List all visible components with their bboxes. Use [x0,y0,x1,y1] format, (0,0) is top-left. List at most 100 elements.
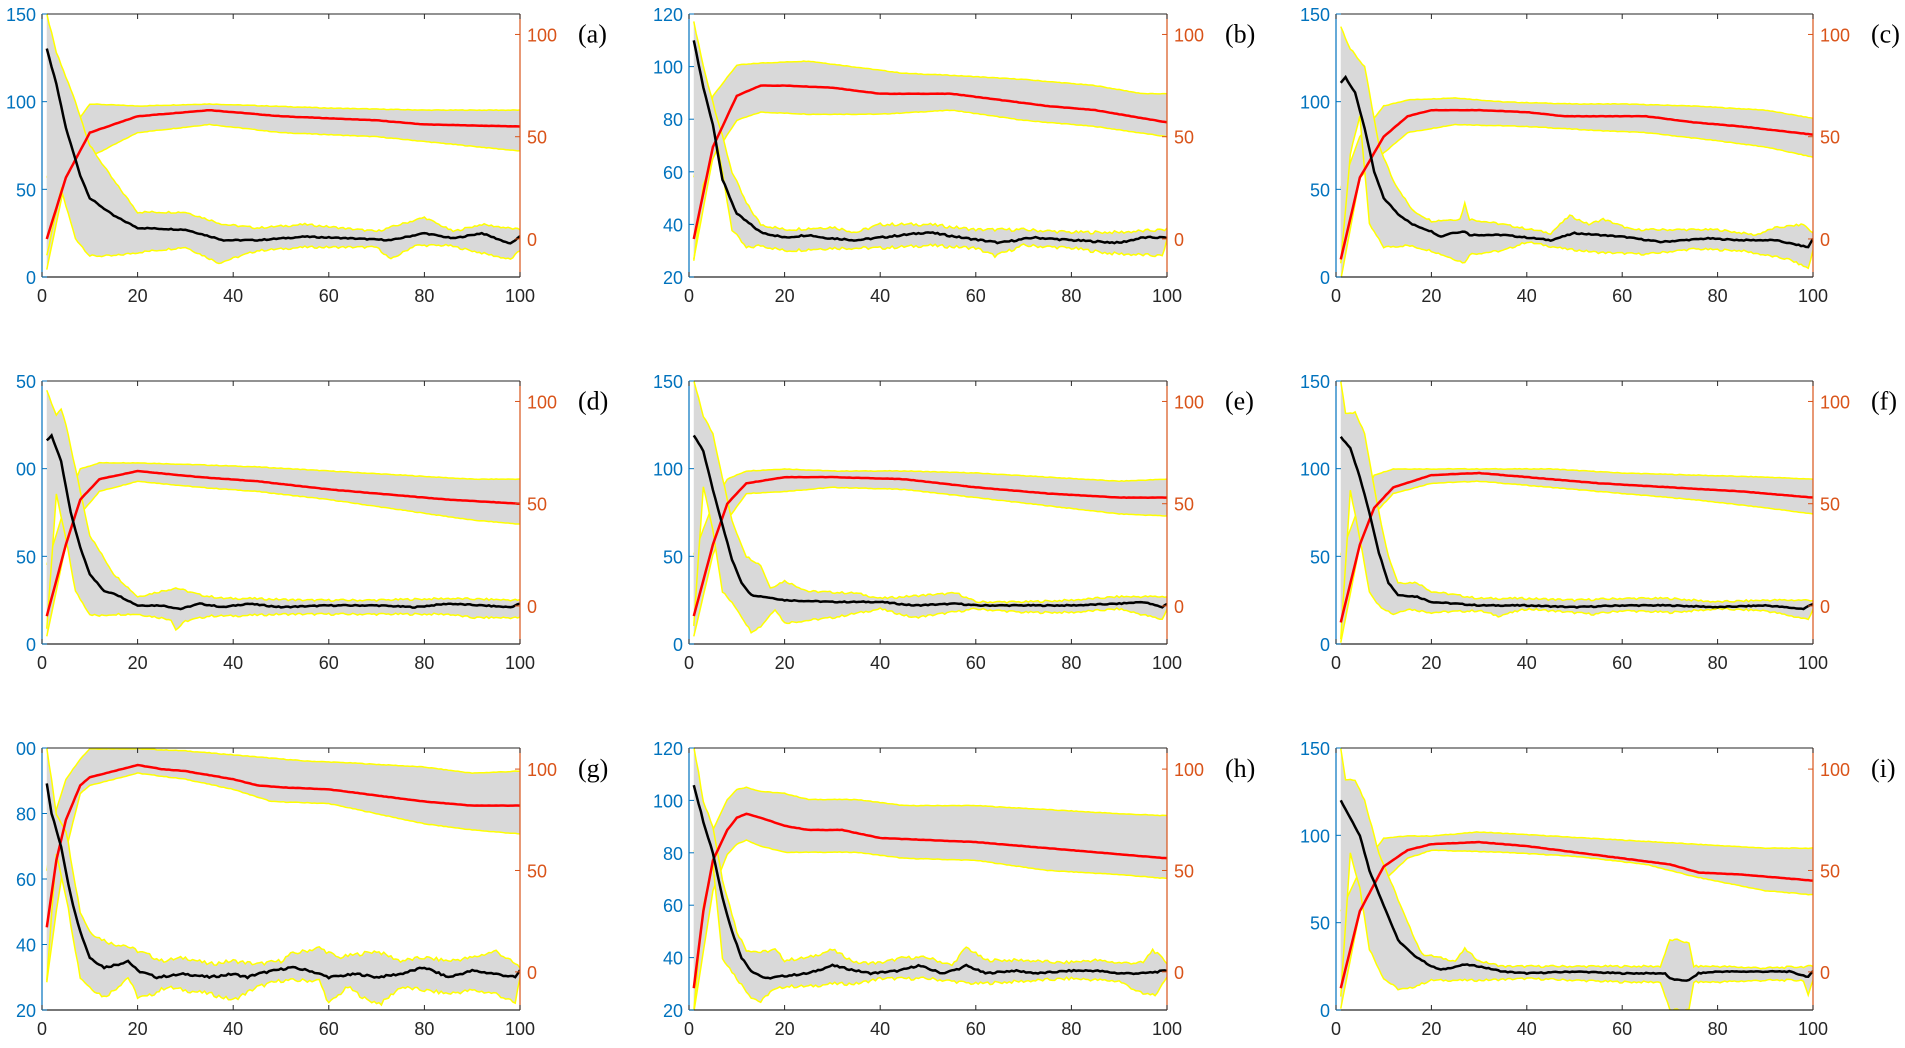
panel-label: (i) [1871,754,1896,783]
red-upper-line [1340,467,1813,555]
x-tick-label: 20 [775,286,795,306]
left-y-tick-label: 50 [663,547,683,567]
red-mean-line [45,108,520,240]
black-mean-line [692,40,1167,245]
left-y-tick-label: 100 [1300,826,1330,846]
right-y-tick-label: 50 [1174,128,1194,148]
subplot-f: 0 20 40 60 80 100 0 50 100 150 0 50 100 (f) [1300,372,1897,673]
x-tick-label: 20 [775,1019,795,1039]
left-y-tick-label: 40 [663,949,683,969]
left-y-tick-label: 60 [663,896,683,916]
x-tick-label: 80 [414,286,434,306]
right-y-tick-label: 100 [1820,760,1850,780]
x-tick-label: 20 [1421,653,1441,673]
x-tick-label: 80 [1061,1019,1081,1039]
right-y-tick-label: 0 [1820,597,1830,617]
left-y-tick-label: 100 [6,93,36,113]
x-tick-label: 80 [1708,653,1728,673]
red-mean-line [45,763,520,928]
right-y-tick-label: 100 [1174,392,1204,412]
subplot-e: 0 20 40 60 80 100 0 50 100 150 0 50 100 (e) [653,372,1254,673]
plot-area [45,748,520,1007]
right-y-tick-label: 50 [1174,495,1194,515]
panel-label: (b) [1225,19,1255,48]
black-mean-line [1339,799,1813,982]
right-y-tick-label: 50 [1820,495,1840,515]
x-tick-label: 80 [1061,286,1081,306]
x-tick-label: 20 [128,653,148,673]
red-upper-line [693,468,1167,555]
x-tick-label: 20 [128,286,148,306]
black-lower-line [46,186,520,265]
x-tick-label: 60 [319,653,339,673]
left-y-tick-label: 100 [1300,460,1330,480]
black-band [693,21,1167,261]
x-tick-label: 0 [37,653,47,673]
red-mean-line [1339,840,1813,989]
x-tick-label: 40 [1517,1019,1537,1039]
left-y-tick-label: 40 [663,215,683,235]
left-y-tick-label: 0 [1320,635,1330,655]
red-mean-line [45,469,520,617]
panel-label: (f) [1871,386,1897,415]
x-tick-label: 40 [223,653,243,673]
plot-area [1339,381,1813,643]
x-tick-label: 0 [1331,653,1341,673]
left-y-tick-label: 100 [653,460,683,480]
right-y-tick-label: 100 [527,760,557,780]
subplot-a: 0 20 40 60 80 100 0 50 100 150 0 50 100 (a) [6,5,607,306]
red-lower-line [46,123,520,270]
x-tick-label: 0 [37,286,47,306]
x-tick-label: 60 [1612,653,1632,673]
x-tick-label: 100 [1152,286,1182,306]
plot-area [692,21,1167,261]
red-upper-line [46,748,520,871]
left-y-tick-label: 100 [1300,93,1330,113]
left-y-tick-label: 50 [16,372,36,392]
black-upper-line [46,14,520,233]
red-band [693,468,1167,637]
left-y-tick-label: 150 [1300,5,1330,25]
right-y-tick-label: 100 [1820,25,1850,45]
red-lower-line [693,109,1167,260]
black-lower-line [693,863,1167,1010]
left-y-tick-label: 100 [653,58,683,78]
x-tick-label: 80 [414,653,434,673]
left-y-tick-label: 0 [1320,1001,1330,1021]
x-tick-label: 40 [223,286,243,306]
left-y-tick-label: 80 [16,805,36,825]
left-y-tick-label: 50 [1310,547,1330,567]
right-y-tick-label: 100 [1820,392,1850,412]
subplot-c: 0 20 40 60 80 100 0 50 100 150 0 50 100 (c) [1300,5,1900,306]
x-tick-label: 40 [870,653,890,673]
right-y-tick-label: 100 [527,392,557,412]
x-tick-label: 40 [223,1019,243,1039]
x-tick-label: 60 [966,1019,986,1039]
left-y-tick-label: 80 [663,110,683,130]
x-tick-label: 60 [966,653,986,673]
black-lower-line [693,486,1167,634]
left-y-tick-label: 50 [1310,914,1330,934]
plot-area [1339,748,1813,1010]
x-tick-label: 60 [966,286,986,306]
red-band [46,748,520,983]
red-lower-line [1340,480,1813,643]
red-mean-line [692,475,1167,617]
red-upper-line [46,461,520,565]
red-mean-line [1339,108,1813,260]
black-lower-line [1340,852,1813,1010]
right-y-tick-label: 50 [1820,128,1840,148]
x-tick-label: 40 [870,286,890,306]
black-lower-line [1340,115,1813,270]
x-tick-label: 60 [319,286,339,306]
red-lower-line [693,486,1167,637]
x-tick-label: 40 [870,1019,890,1039]
black-mean-line [45,432,520,611]
black-lower-line [1340,489,1813,640]
plot-area [45,389,520,637]
x-tick-label: 100 [1152,1019,1182,1039]
left-y-tick-label: 00 [16,739,36,759]
right-y-tick-label: 50 [1174,861,1194,881]
